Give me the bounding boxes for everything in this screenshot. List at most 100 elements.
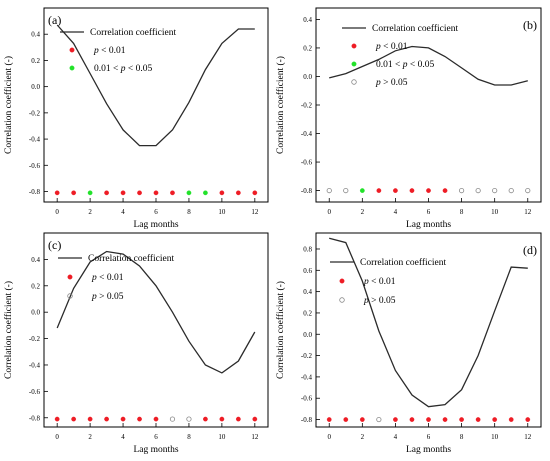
significance-point	[87, 190, 93, 196]
x-tick-label: 6	[427, 433, 431, 441]
significance-point	[508, 187, 514, 194]
y-tick-label: -0.2	[301, 102, 313, 110]
significance-point	[170, 190, 175, 196]
x-tick-label: 8	[460, 433, 464, 441]
significance-point	[153, 190, 159, 196]
legend-marker-swatch	[339, 297, 345, 303]
significance-point	[343, 417, 349, 422]
x-tick-label: 2	[88, 433, 92, 441]
x-tick-label: 2	[361, 433, 365, 441]
correlation-line	[329, 237, 528, 408]
significance-point	[442, 188, 448, 193]
significance-point	[120, 416, 126, 422]
significance-point	[104, 416, 109, 422]
x-tick-label: 4	[121, 433, 125, 441]
legend-label: p < 0.01	[93, 46, 126, 56]
x-tick-label: 8	[187, 433, 191, 441]
y-tick-label: 0.0	[31, 83, 40, 91]
significance-point	[104, 190, 109, 196]
x-tick-label: 0	[327, 433, 331, 441]
significance-point	[508, 417, 514, 422]
legend-marker-swatch	[69, 65, 75, 71]
significance-point	[442, 417, 448, 422]
y-tick-label: -0.4	[301, 130, 313, 138]
legend-marker-swatch	[67, 293, 73, 299]
significance-point	[359, 188, 365, 193]
y-tick-label: 0.2	[303, 309, 312, 317]
x-tick-label: 4	[394, 208, 398, 216]
x-tick-label: 6	[154, 208, 158, 216]
y-axis-title: Correlation coefficient (-)	[3, 56, 14, 154]
x-tick-label: 10	[491, 208, 499, 216]
x-tick-label: 6	[154, 433, 158, 441]
y-tick-label: 0.4	[303, 288, 312, 296]
x-tick-label: 4	[121, 208, 125, 216]
y-tick-label: -0.6	[301, 159, 313, 167]
correlation-line	[56, 250, 256, 374]
x-tick-label: 12	[524, 433, 532, 441]
y-tick-label: -0.2	[29, 335, 41, 343]
significance-point	[475, 417, 481, 422]
significance-point	[186, 190, 192, 196]
correlation-line	[329, 45, 528, 86]
panel-label: (d)	[523, 243, 537, 257]
legend-label: p > 0.05	[91, 292, 124, 302]
y-tick-label: 0.0	[31, 309, 40, 317]
significance-point	[153, 416, 159, 422]
y-tick-label: -0.8	[301, 416, 313, 424]
panel-c: 0 2 4 6 8 10 12 -0.8 -0.6 -0.4 -0.2 0.0 0.2 0.4 Lag mo…	[3, 232, 269, 455]
significance-point	[426, 188, 431, 193]
y-tick-label: -0.4	[29, 136, 41, 144]
panel-label: (c)	[48, 238, 61, 252]
legend-label: p < 0.01	[375, 42, 408, 52]
legend-label: Correlation coefficient	[90, 27, 176, 38]
y-tick-label: -0.8	[29, 188, 41, 196]
y-tick-label: 0.2	[31, 57, 40, 65]
y-tick-label: -0.6	[29, 162, 41, 170]
y-tick-label: -0.8	[301, 187, 313, 195]
x-tick-label: 12	[524, 208, 532, 216]
x-tick-label: 6	[427, 208, 431, 216]
x-tick-label: 0	[327, 208, 331, 216]
significance-point	[343, 187, 349, 194]
legend-label: 0.01 < p < 0.05	[376, 60, 434, 70]
x-axis-title: Lag months	[133, 220, 178, 230]
y-axis-title: Correlation coefficient (-)	[3, 281, 14, 379]
significance-point	[359, 417, 365, 422]
y-tick-label: 0.0	[303, 73, 312, 81]
significance-point	[525, 417, 531, 422]
significance-point	[409, 188, 415, 193]
x-axis-title: Lag months	[406, 220, 451, 230]
legend-marker-swatch	[67, 274, 73, 280]
y-tick-label: 0.4	[303, 16, 312, 24]
legend-label: p < 0.01	[91, 273, 124, 283]
significance-point	[326, 187, 332, 194]
significance-point	[492, 187, 498, 194]
panel-label: (a)	[48, 13, 61, 27]
y-tick-label: -0.8	[29, 414, 41, 422]
y-tick-label: 0.2	[31, 282, 40, 290]
significance-point	[252, 416, 258, 422]
significance-point	[426, 417, 431, 422]
y-tick-label: 0.0	[303, 331, 312, 339]
legend-label: p > 0.05	[363, 296, 396, 306]
y-tick-label: -0.4	[29, 361, 41, 369]
significance-point	[492, 417, 498, 422]
legend-label: Correlation coefficient	[88, 253, 174, 264]
x-axis-title: Lag months	[133, 445, 178, 455]
significance-point	[458, 187, 465, 194]
x-tick-label: 8	[187, 208, 191, 216]
legend-label: p < 0.01	[363, 277, 396, 287]
significance-point	[71, 190, 76, 196]
plot-frame	[315, 7, 542, 203]
y-tick-label: -0.4	[301, 373, 313, 381]
significance-point	[54, 416, 60, 422]
x-tick-label: 10	[491, 433, 499, 441]
legend-label: Correlation coefficient	[360, 257, 446, 268]
x-tick-label: 12	[251, 433, 259, 441]
significance-point	[376, 188, 382, 193]
y-tick-label: 0.4	[31, 256, 40, 264]
y-tick-label: 0.8	[303, 245, 312, 253]
significance-point	[186, 416, 192, 422]
significance-point	[137, 190, 142, 196]
